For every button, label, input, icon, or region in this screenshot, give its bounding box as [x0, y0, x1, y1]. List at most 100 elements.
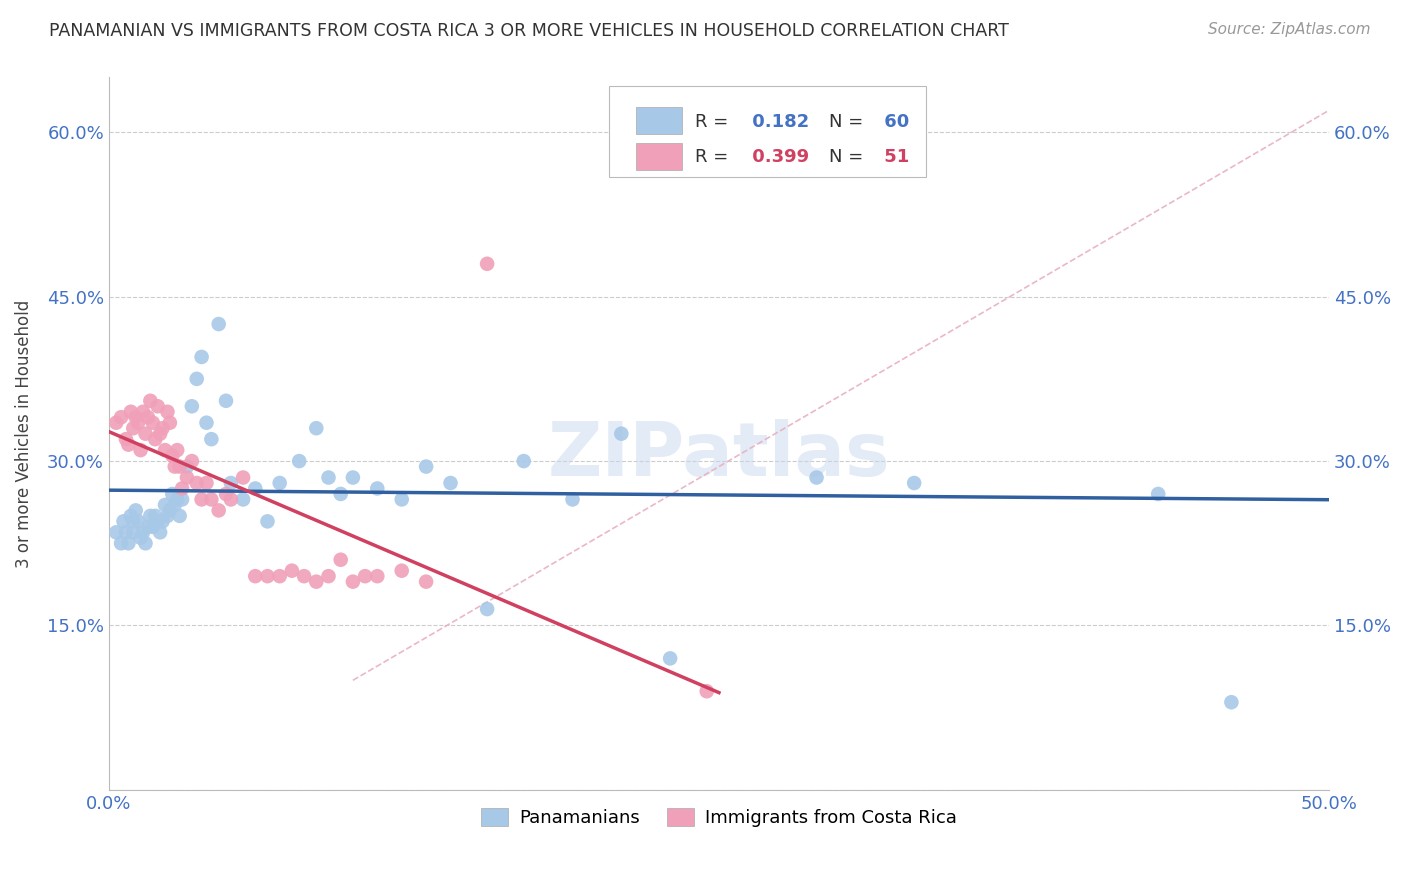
- Point: [415, 574, 437, 589]
- Point: [561, 492, 583, 507]
- Point: [176, 459, 198, 474]
- Point: [391, 564, 413, 578]
- Point: [232, 492, 254, 507]
- Point: [127, 514, 149, 528]
- Point: [208, 317, 231, 331]
- Point: [110, 410, 132, 425]
- Point: [190, 492, 212, 507]
- Point: [136, 520, 159, 534]
- Text: 60: 60: [877, 112, 908, 130]
- Point: [117, 536, 139, 550]
- Point: [195, 416, 218, 430]
- Legend: Panamanians, Immigrants from Costa Rica: Panamanians, Immigrants from Costa Rica: [474, 800, 965, 834]
- Point: [200, 492, 222, 507]
- Point: [169, 508, 191, 523]
- Point: [143, 508, 166, 523]
- Point: [112, 514, 135, 528]
- Point: [142, 416, 165, 430]
- Point: [292, 569, 315, 583]
- Point: [305, 574, 328, 589]
- Point: [232, 470, 254, 484]
- Point: [281, 564, 304, 578]
- Text: PANAMANIAN VS IMMIGRANTS FROM COSTA RICA 3 OR MORE VEHICLES IN HOUSEHOLD CORRELA: PANAMANIAN VS IMMIGRANTS FROM COSTA RICA…: [49, 22, 1010, 40]
- Point: [162, 449, 184, 463]
- Text: N =: N =: [828, 112, 863, 130]
- Point: [156, 405, 179, 419]
- Point: [269, 475, 291, 490]
- Y-axis label: 3 or more Vehicles in Household: 3 or more Vehicles in Household: [15, 300, 32, 568]
- Point: [391, 492, 413, 507]
- Point: [117, 437, 139, 451]
- Point: [122, 421, 145, 435]
- Point: [129, 531, 152, 545]
- Point: [245, 482, 267, 496]
- Point: [176, 470, 198, 484]
- Point: [149, 525, 172, 540]
- Point: [512, 454, 534, 468]
- Point: [342, 574, 364, 589]
- Point: [186, 475, 208, 490]
- Point: [159, 503, 181, 517]
- Point: [105, 525, 128, 540]
- Point: [125, 410, 148, 425]
- Text: Source: ZipAtlas.com: Source: ZipAtlas.com: [1208, 22, 1371, 37]
- Point: [806, 470, 828, 484]
- Text: R =: R =: [695, 148, 728, 166]
- Point: [143, 432, 166, 446]
- Point: [475, 602, 498, 616]
- Point: [696, 684, 718, 698]
- Point: [219, 492, 242, 507]
- Point: [149, 426, 172, 441]
- Point: [115, 432, 138, 446]
- Point: [1220, 695, 1243, 709]
- Text: 51: 51: [877, 148, 908, 166]
- Point: [318, 470, 340, 484]
- FancyBboxPatch shape: [609, 86, 927, 178]
- Point: [129, 443, 152, 458]
- Point: [305, 421, 328, 435]
- Point: [120, 508, 142, 523]
- Point: [146, 514, 169, 528]
- Point: [190, 350, 212, 364]
- Point: [110, 536, 132, 550]
- Point: [132, 525, 155, 540]
- Point: [139, 508, 162, 523]
- Point: [720, 136, 742, 151]
- Point: [152, 421, 174, 435]
- Point: [256, 569, 278, 583]
- Point: [475, 257, 498, 271]
- Point: [215, 487, 238, 501]
- Point: [329, 487, 352, 501]
- Point: [903, 475, 925, 490]
- Point: [139, 393, 162, 408]
- Point: [153, 498, 176, 512]
- Point: [136, 410, 159, 425]
- Point: [162, 487, 184, 501]
- Point: [169, 459, 191, 474]
- Point: [115, 525, 138, 540]
- Point: [1147, 487, 1170, 501]
- Point: [195, 475, 218, 490]
- Point: [120, 405, 142, 419]
- Point: [166, 443, 188, 458]
- Point: [439, 475, 461, 490]
- Text: 0.399: 0.399: [745, 148, 808, 166]
- Point: [134, 536, 156, 550]
- Point: [122, 514, 145, 528]
- Point: [288, 454, 311, 468]
- Point: [208, 503, 231, 517]
- Point: [256, 514, 278, 528]
- Text: ZIPatlas: ZIPatlas: [547, 418, 890, 491]
- Point: [153, 443, 176, 458]
- Point: [180, 399, 202, 413]
- Point: [163, 498, 186, 512]
- Point: [166, 492, 188, 507]
- Point: [105, 416, 128, 430]
- Point: [215, 393, 238, 408]
- Point: [342, 470, 364, 484]
- Text: N =: N =: [828, 148, 863, 166]
- Point: [132, 405, 155, 419]
- Point: [318, 569, 340, 583]
- Point: [219, 475, 242, 490]
- Point: [172, 482, 194, 496]
